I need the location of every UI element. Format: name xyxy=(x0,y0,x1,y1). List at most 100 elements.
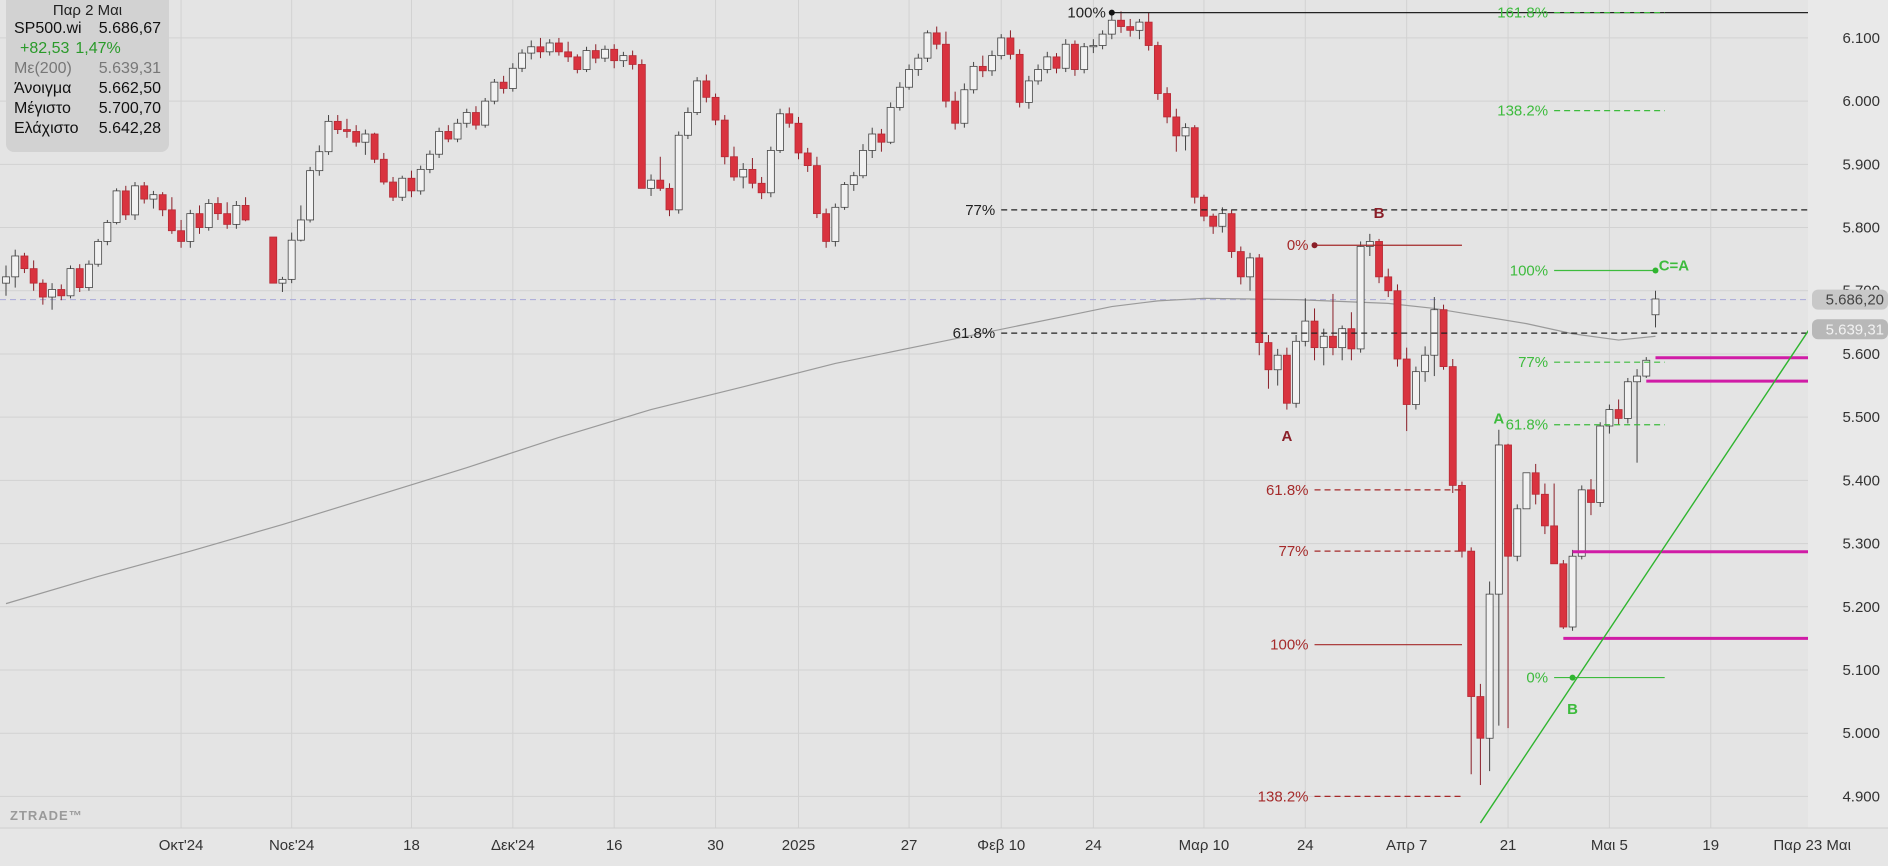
candle-body[interactable] xyxy=(333,120,342,130)
candle-body[interactable] xyxy=(379,158,388,183)
candle-body[interactable] xyxy=(1633,375,1641,383)
candle-body[interactable] xyxy=(315,151,324,172)
candle-body[interactable] xyxy=(1061,43,1070,69)
candle-body[interactable] xyxy=(757,182,766,194)
candle-body[interactable] xyxy=(1347,328,1356,350)
candle-body[interactable] xyxy=(453,122,462,140)
candle-body[interactable] xyxy=(1172,116,1181,137)
candle-body[interactable] xyxy=(647,179,655,189)
candle-body[interactable] xyxy=(57,289,66,297)
candle-body[interactable] xyxy=(38,282,47,298)
candle-body[interactable] xyxy=(803,152,812,167)
candle-body[interactable] xyxy=(702,80,711,98)
candle-body[interactable] xyxy=(121,190,130,216)
candle-body[interactable] xyxy=(1273,354,1282,371)
candle-body[interactable] xyxy=(287,239,296,280)
candle-body[interactable] xyxy=(518,52,526,69)
candle-body[interactable] xyxy=(1292,340,1300,404)
candle-body[interactable] xyxy=(1467,550,1476,697)
candle-body[interactable] xyxy=(462,112,471,124)
candle-body[interactable] xyxy=(241,205,250,221)
candle-body[interactable] xyxy=(905,69,913,88)
candle-body[interactable] xyxy=(149,194,158,200)
candle-body[interactable] xyxy=(223,213,232,225)
candle-body[interactable] xyxy=(29,268,38,284)
candle-body[interactable] xyxy=(177,230,185,242)
candle-body[interactable] xyxy=(1651,298,1660,316)
candle-body[interactable] xyxy=(444,131,453,140)
candle-body[interactable] xyxy=(720,119,729,158)
candle-body[interactable] xyxy=(932,32,941,45)
candle-body[interactable] xyxy=(877,133,886,143)
candle-body[interactable] xyxy=(1623,381,1632,419)
candle-body[interactable] xyxy=(1411,371,1420,405)
candle-body[interactable] xyxy=(914,57,923,70)
candle-body[interactable] xyxy=(1448,366,1457,486)
candle-body[interactable] xyxy=(859,150,867,177)
candle-body[interactable] xyxy=(1246,257,1254,278)
candle-body[interactable] xyxy=(813,165,821,215)
x-axis-panel[interactable] xyxy=(0,828,1888,861)
candle-body[interactable] xyxy=(324,120,333,153)
candle-body[interactable] xyxy=(730,156,738,178)
candle-body[interactable] xyxy=(1494,444,1503,595)
candle-body[interactable] xyxy=(1264,342,1273,371)
candle-body[interactable] xyxy=(1098,33,1107,46)
candle-body[interactable] xyxy=(1559,563,1568,628)
candle-body[interactable] xyxy=(1190,127,1199,198)
candle-body[interactable] xyxy=(186,213,195,242)
candle-body[interactable] xyxy=(48,289,56,298)
candle-body[interactable] xyxy=(1135,21,1144,31)
candle-body[interactable] xyxy=(1071,43,1079,70)
candle-body[interactable] xyxy=(1218,213,1227,227)
candle-body[interactable] xyxy=(1015,53,1024,103)
candle-body[interactable] xyxy=(416,168,425,192)
candle-body[interactable] xyxy=(1319,335,1328,349)
candle-body[interactable] xyxy=(1642,359,1651,377)
candle-body[interactable] xyxy=(425,153,434,170)
candle-body[interactable] xyxy=(1577,489,1586,557)
candle-body[interactable] xyxy=(1043,56,1052,70)
candle-body[interactable] xyxy=(1126,26,1135,31)
candle-body[interactable] xyxy=(1375,241,1383,278)
candle-body[interactable] xyxy=(398,177,407,198)
candle-body[interactable] xyxy=(960,89,969,124)
candle-body[interactable] xyxy=(1596,425,1605,503)
candle-body[interactable] xyxy=(849,175,858,185)
candle-body[interactable] xyxy=(555,42,563,53)
candle-body[interactable] xyxy=(1144,21,1153,46)
candle-body[interactable] xyxy=(1513,508,1522,557)
candle-body[interactable] xyxy=(352,131,361,143)
candle-body[interactable] xyxy=(739,168,748,178)
candle-body[interactable] xyxy=(674,134,683,211)
candle-body[interactable] xyxy=(527,46,536,54)
candle-body[interactable] xyxy=(472,112,480,126)
candle-body[interactable] xyxy=(1522,472,1531,510)
candle-body[interactable] xyxy=(840,184,849,208)
candle-body[interactable] xyxy=(1089,45,1098,48)
candle-body[interactable] xyxy=(1541,493,1549,527)
candle-body[interactable] xyxy=(1614,409,1623,419)
candle-body[interactable] xyxy=(204,203,213,228)
candle-body[interactable] xyxy=(536,46,545,53)
candle-body[interactable] xyxy=(407,177,416,192)
candle-body[interactable] xyxy=(278,278,287,284)
candle-body[interactable] xyxy=(997,37,1006,57)
candle-body[interactable] xyxy=(1024,80,1033,103)
candle-body[interactable] xyxy=(831,206,840,242)
candle-body[interactable] xyxy=(1356,246,1365,350)
candle-body[interactable] xyxy=(1550,525,1559,565)
candle-body[interactable] xyxy=(435,131,444,155)
candle-body[interactable] xyxy=(499,81,508,89)
candle-body[interactable] xyxy=(140,185,149,200)
candle-body[interactable] xyxy=(1476,696,1485,739)
candle-body[interactable] xyxy=(1080,46,1089,70)
candle-body[interactable] xyxy=(1236,251,1245,278)
candle-body[interactable] xyxy=(1605,409,1614,427)
candle-body[interactable] xyxy=(1117,19,1125,27)
candle-body[interactable] xyxy=(1458,485,1466,552)
candle-body[interactable] xyxy=(988,55,996,72)
candle-body[interactable] xyxy=(794,122,803,154)
candle-body[interactable] xyxy=(1568,555,1577,628)
